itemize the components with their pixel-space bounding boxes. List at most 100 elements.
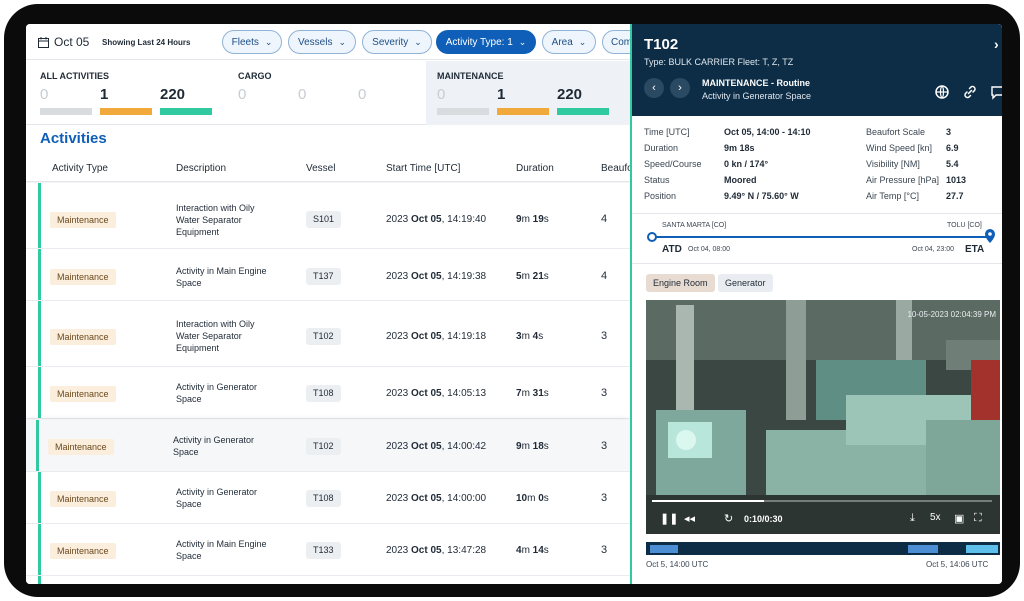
column-vessel[interactable]: Vessel	[306, 163, 336, 174]
departure-marker	[647, 232, 657, 242]
detail-label: Beaufort Scale	[866, 127, 926, 137]
column-duration[interactable]: Duration	[516, 163, 554, 174]
summary-all[interactable]: ALL ACTIVITIES 0 1 220	[26, 61, 226, 125]
vessel-tag[interactable]: T102	[306, 328, 341, 345]
table-row[interactable]: Maintenance Interaction with Oily Water …	[26, 183, 630, 249]
video-player[interactable]: 10-05-2023 02:04:39 PM ❚❚ ◂◂ ↻ 0:10/0:30…	[646, 300, 1000, 534]
detail-value: 0 kn / 174°	[724, 159, 769, 169]
detail-value: 1013	[946, 175, 967, 185]
activity-type-tag: Maintenance	[50, 386, 116, 402]
event-timeline[interactable]	[646, 542, 1000, 555]
fleets-filter[interactable]: Fleets ⌄	[222, 30, 282, 54]
area-filter[interactable]: Area ⌄	[542, 30, 596, 54]
column-description[interactable]: Description	[176, 163, 227, 174]
row-beaufort: 3	[601, 544, 608, 556]
row-start-time: 2023 Oct 05, 14:19:18	[386, 331, 487, 342]
globe-icon[interactable]	[934, 84, 950, 100]
activities-title: Activities	[40, 130, 107, 147]
atd-time: Oct 04, 08:00	[688, 246, 731, 253]
video-progress-bar[interactable]	[652, 500, 992, 502]
detail-value: 5.4	[946, 159, 959, 169]
date-picker[interactable]: Oct 05	[38, 35, 89, 49]
column-activity-type[interactable]: Activity Type	[52, 163, 108, 174]
activity-kind: MAINTENANCE - Routine	[702, 78, 810, 88]
detail-value: Oct 05, 14:00 - 14:10	[724, 127, 811, 137]
atd-label: ATD	[662, 244, 682, 255]
row-accent	[38, 249, 41, 300]
next-activity-button[interactable]: ›	[670, 78, 690, 98]
time-range-label: Showing Last 24 Hours	[102, 38, 191, 47]
summary-cargo[interactable]: CARGO 0 0 0	[226, 61, 426, 125]
detail-value: 9m 18s	[724, 143, 755, 153]
activity-type-filter[interactable]: Activity Type: 1 ⌄	[436, 30, 536, 54]
route-line	[652, 236, 990, 238]
area-chip-engine-room[interactable]: Engine Room	[646, 274, 715, 292]
vessel-tag[interactable]: T108	[306, 490, 341, 507]
row-description: Activity in Main Engine Space	[176, 539, 267, 561]
column-beaufort[interactable]: Beaufo	[601, 163, 630, 174]
vessel-type-line: Type: BULK CARRIER Fleet: T, Z, TZ	[644, 57, 794, 67]
prev-activity-button[interactable]: ‹	[644, 78, 664, 98]
vessel-tag[interactable]: S101	[306, 211, 342, 228]
vessel-tag[interactable]: T133	[306, 542, 341, 559]
summary-count-mid: 1	[100, 86, 109, 103]
row-accent	[36, 420, 39, 471]
row-description: Activity in Main Engine Space	[176, 266, 267, 288]
table-row[interactable]: Maintenance Activity in Main Engine Spac…	[26, 249, 630, 301]
row-accent	[38, 524, 41, 575]
detail-label: Visibility [NM]	[866, 159, 920, 169]
detail-label: Time [UTC]	[644, 127, 690, 137]
summary-count-low: 0	[238, 86, 247, 103]
summary-bar-low	[437, 108, 489, 115]
row-beaufort: 4	[601, 213, 608, 225]
row-description: Activity in Generator Space	[176, 487, 258, 509]
summary-bar-mid	[497, 108, 549, 115]
detail-value: 9.49° N / 75.60° W	[724, 191, 799, 201]
summary-maintenance[interactable]: MAINTENANCE 0 1 220	[426, 61, 630, 125]
detail-header: T102 › Type: BULK CARRIER Fleet: T, Z, T…	[632, 24, 1002, 116]
timeline-segment	[650, 545, 678, 553]
arrival-port: TOLU [CO]	[947, 222, 982, 229]
table-row[interactable]	[26, 576, 630, 584]
summary-bar-high	[557, 108, 609, 115]
vessel-tag[interactable]: T108	[306, 385, 341, 402]
chevron-down-icon: ⌄	[264, 36, 273, 47]
vessels-filter[interactable]: Vessels ⌄	[288, 30, 356, 54]
vessel-tag[interactable]: T137	[306, 268, 341, 285]
voyage-route: SANTA MARTA [CO] TOLU [CO] ATD Oct 04, 0…	[632, 214, 1002, 264]
vessel-tag[interactable]: T102	[306, 438, 341, 455]
summary-title: MAINTENANCE	[437, 71, 504, 81]
table-row[interactable]: Maintenance Activity in Main Engine Spac…	[26, 524, 630, 576]
video-progress-fill	[652, 500, 765, 502]
column-start-time[interactable]: Start Time [UTC]	[386, 163, 461, 174]
timeline-segment-current	[966, 545, 998, 553]
row-start-time: 2023 Oct 05, 13:47:28	[386, 545, 487, 556]
summary-count-low: 0	[40, 86, 49, 103]
detail-label: Wind Speed [kn]	[866, 143, 933, 153]
table-row[interactable]: Maintenance Activity in Generator Space …	[26, 367, 630, 419]
summary-bar-high	[160, 108, 212, 115]
download-icon[interactable]: ⤓	[910, 512, 915, 524]
area-chip-generator[interactable]: Generator	[718, 274, 773, 292]
row-accent	[38, 183, 41, 248]
severity-filter[interactable]: Severity ⌄	[362, 30, 432, 54]
rewind-icon[interactable]: ◂◂	[684, 513, 696, 525]
table-row[interactable]: Maintenance Interaction with Oily Water …	[26, 301, 630, 367]
detail-label: Speed/Course	[644, 159, 702, 169]
table-row[interactable]: Maintenance Activity in Generator Space …	[26, 472, 630, 524]
summary-count-high: 220	[160, 86, 186, 103]
link-icon[interactable]	[962, 84, 978, 100]
vessel-title: T102	[644, 36, 679, 53]
close-panel-icon[interactable]: ›	[994, 36, 999, 52]
comment-icon[interactable]	[990, 84, 1002, 100]
pause-icon[interactable]: ❚❚	[660, 513, 679, 525]
fullscreen-icon[interactable]: ⛶	[974, 512, 982, 524]
more-filter[interactable]: Com	[602, 30, 630, 54]
row-beaufort: 3	[601, 440, 608, 452]
replay-icon[interactable]: ↻	[724, 513, 734, 525]
table-row-selected[interactable]: Maintenance Activity in Generator Space …	[26, 420, 630, 472]
picture-in-picture-icon[interactable]: ▣	[954, 513, 965, 525]
location-pin-icon	[985, 229, 995, 243]
row-duration: 9m 18s	[516, 441, 549, 452]
playback-speed[interactable]: 5x	[930, 512, 941, 523]
